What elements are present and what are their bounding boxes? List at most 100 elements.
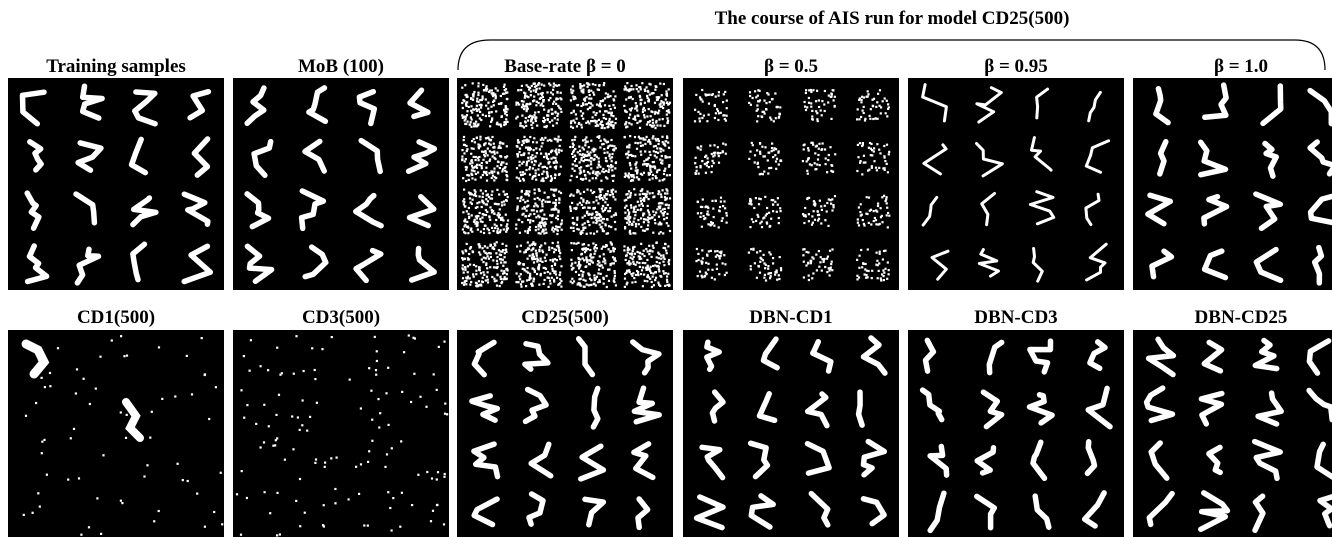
pixel (876, 143, 878, 145)
pixel (704, 163, 706, 165)
pixel (881, 273, 883, 275)
pixel (817, 154, 819, 156)
pixel (614, 270, 616, 272)
pixel (644, 150, 646, 152)
pixel (549, 97, 551, 99)
pixel (700, 98, 702, 100)
pixel (491, 92, 493, 94)
pixel (492, 175, 494, 177)
pixel (623, 105, 625, 107)
pixel (493, 179, 495, 181)
pixel (711, 171, 713, 173)
pixel (714, 117, 716, 119)
pixel (834, 153, 836, 155)
pixel (867, 276, 869, 278)
pixel (762, 111, 764, 113)
pixel (584, 144, 586, 146)
pixel (599, 189, 601, 191)
pixel (714, 105, 716, 107)
pixel (708, 114, 710, 116)
pixel (557, 230, 559, 232)
pixel (581, 126, 583, 128)
pixel (880, 112, 882, 114)
pixel (594, 250, 596, 252)
pixel (658, 270, 660, 272)
pixel (856, 170, 858, 172)
pixel (597, 281, 599, 283)
pixel (463, 284, 465, 286)
pixel (637, 273, 639, 275)
pixel (598, 269, 600, 271)
pixel (648, 174, 650, 176)
pixel (500, 262, 502, 264)
pixel (592, 177, 594, 179)
pixel (540, 210, 542, 212)
pixel (575, 243, 577, 245)
pixel (626, 218, 628, 220)
pixel (655, 271, 657, 273)
pixel (530, 94, 532, 96)
pixel (555, 103, 557, 105)
pixel (808, 102, 810, 104)
pixel (475, 282, 477, 284)
pixel (651, 286, 653, 288)
pixel (816, 90, 818, 92)
pixel (599, 146, 601, 148)
pixel (531, 154, 533, 156)
pixel (759, 250, 761, 252)
pixel (873, 147, 875, 149)
pixel (506, 91, 508, 93)
pixel (465, 283, 467, 285)
pixel (637, 142, 639, 144)
pixel (493, 151, 495, 153)
pixel (349, 379, 351, 381)
pixel (501, 116, 503, 118)
pixel (73, 428, 75, 430)
pixel (578, 122, 580, 124)
pixel (653, 214, 655, 216)
pixel (552, 89, 554, 91)
pixel (614, 107, 616, 109)
pixel (588, 274, 590, 276)
pixel (543, 232, 545, 234)
pixel (654, 89, 656, 91)
pixel (436, 389, 438, 391)
pixel (540, 180, 542, 182)
pixel (657, 112, 659, 114)
pixel (485, 98, 487, 100)
pixel (473, 123, 475, 125)
pixel (664, 168, 666, 170)
pixel (499, 254, 501, 256)
pixel (656, 124, 658, 126)
pixel (530, 249, 532, 251)
pixel (477, 215, 479, 217)
pixel (490, 144, 492, 146)
pixel (570, 122, 572, 124)
pixel (519, 200, 521, 202)
pixel (814, 219, 816, 221)
pixel (525, 125, 527, 127)
pixel (776, 269, 778, 271)
pixel (627, 215, 629, 217)
pixel (478, 251, 480, 253)
pixel (475, 121, 477, 123)
pixel (479, 269, 481, 271)
pixel (523, 136, 525, 138)
pixel (467, 232, 469, 234)
pixel (549, 273, 551, 275)
pixel (543, 85, 545, 87)
pixel (576, 176, 578, 178)
pixel (805, 89, 807, 91)
pixel (250, 339, 252, 341)
pixel (527, 232, 529, 234)
pixel (756, 277, 758, 279)
pixel (614, 122, 616, 124)
pixel (772, 199, 774, 201)
pixel (858, 206, 860, 208)
pixel (648, 245, 650, 247)
pixel (527, 200, 529, 202)
pixel (25, 415, 27, 417)
pixel (599, 172, 601, 174)
pixel (593, 94, 595, 96)
pixel (859, 211, 861, 213)
